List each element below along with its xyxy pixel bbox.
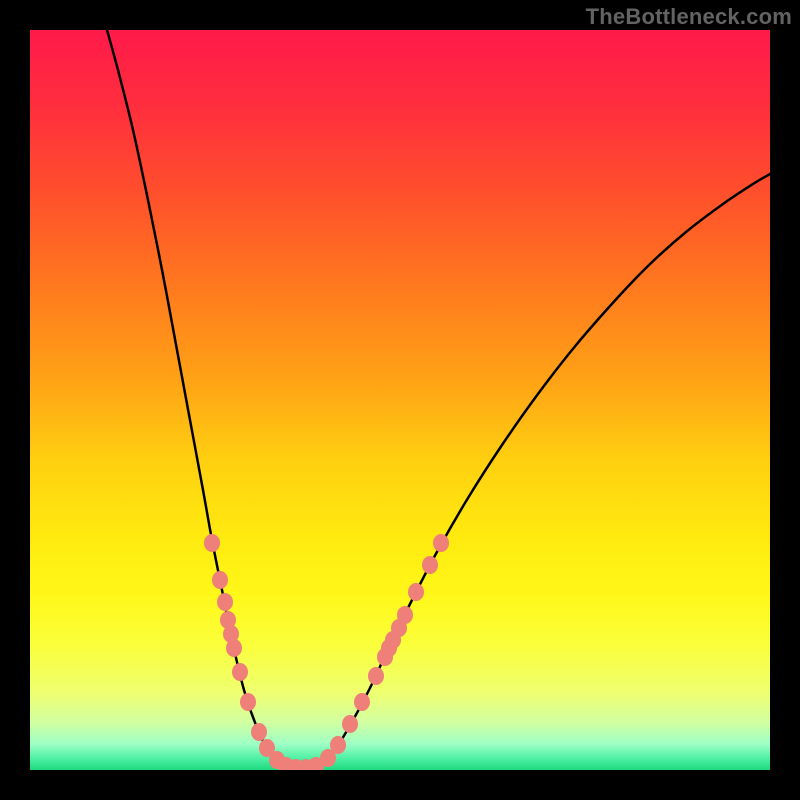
marker-point [397,606,413,624]
marker-point [212,571,228,589]
marker-point [342,715,358,733]
marker-point [240,693,256,711]
marker-point [204,534,220,552]
marker-point [330,736,346,754]
marker-point [354,693,370,711]
gradient-background [30,30,770,770]
marker-point [217,593,233,611]
bottleneck-chart [0,0,800,800]
marker-point [433,534,449,552]
marker-point [368,667,384,685]
chart-frame: TheBottleneck.com [0,0,800,800]
marker-point [422,556,438,574]
marker-point [226,639,242,657]
watermark-text: TheBottleneck.com [586,4,792,30]
marker-point [232,663,248,681]
marker-point [408,583,424,601]
marker-point [251,723,267,741]
